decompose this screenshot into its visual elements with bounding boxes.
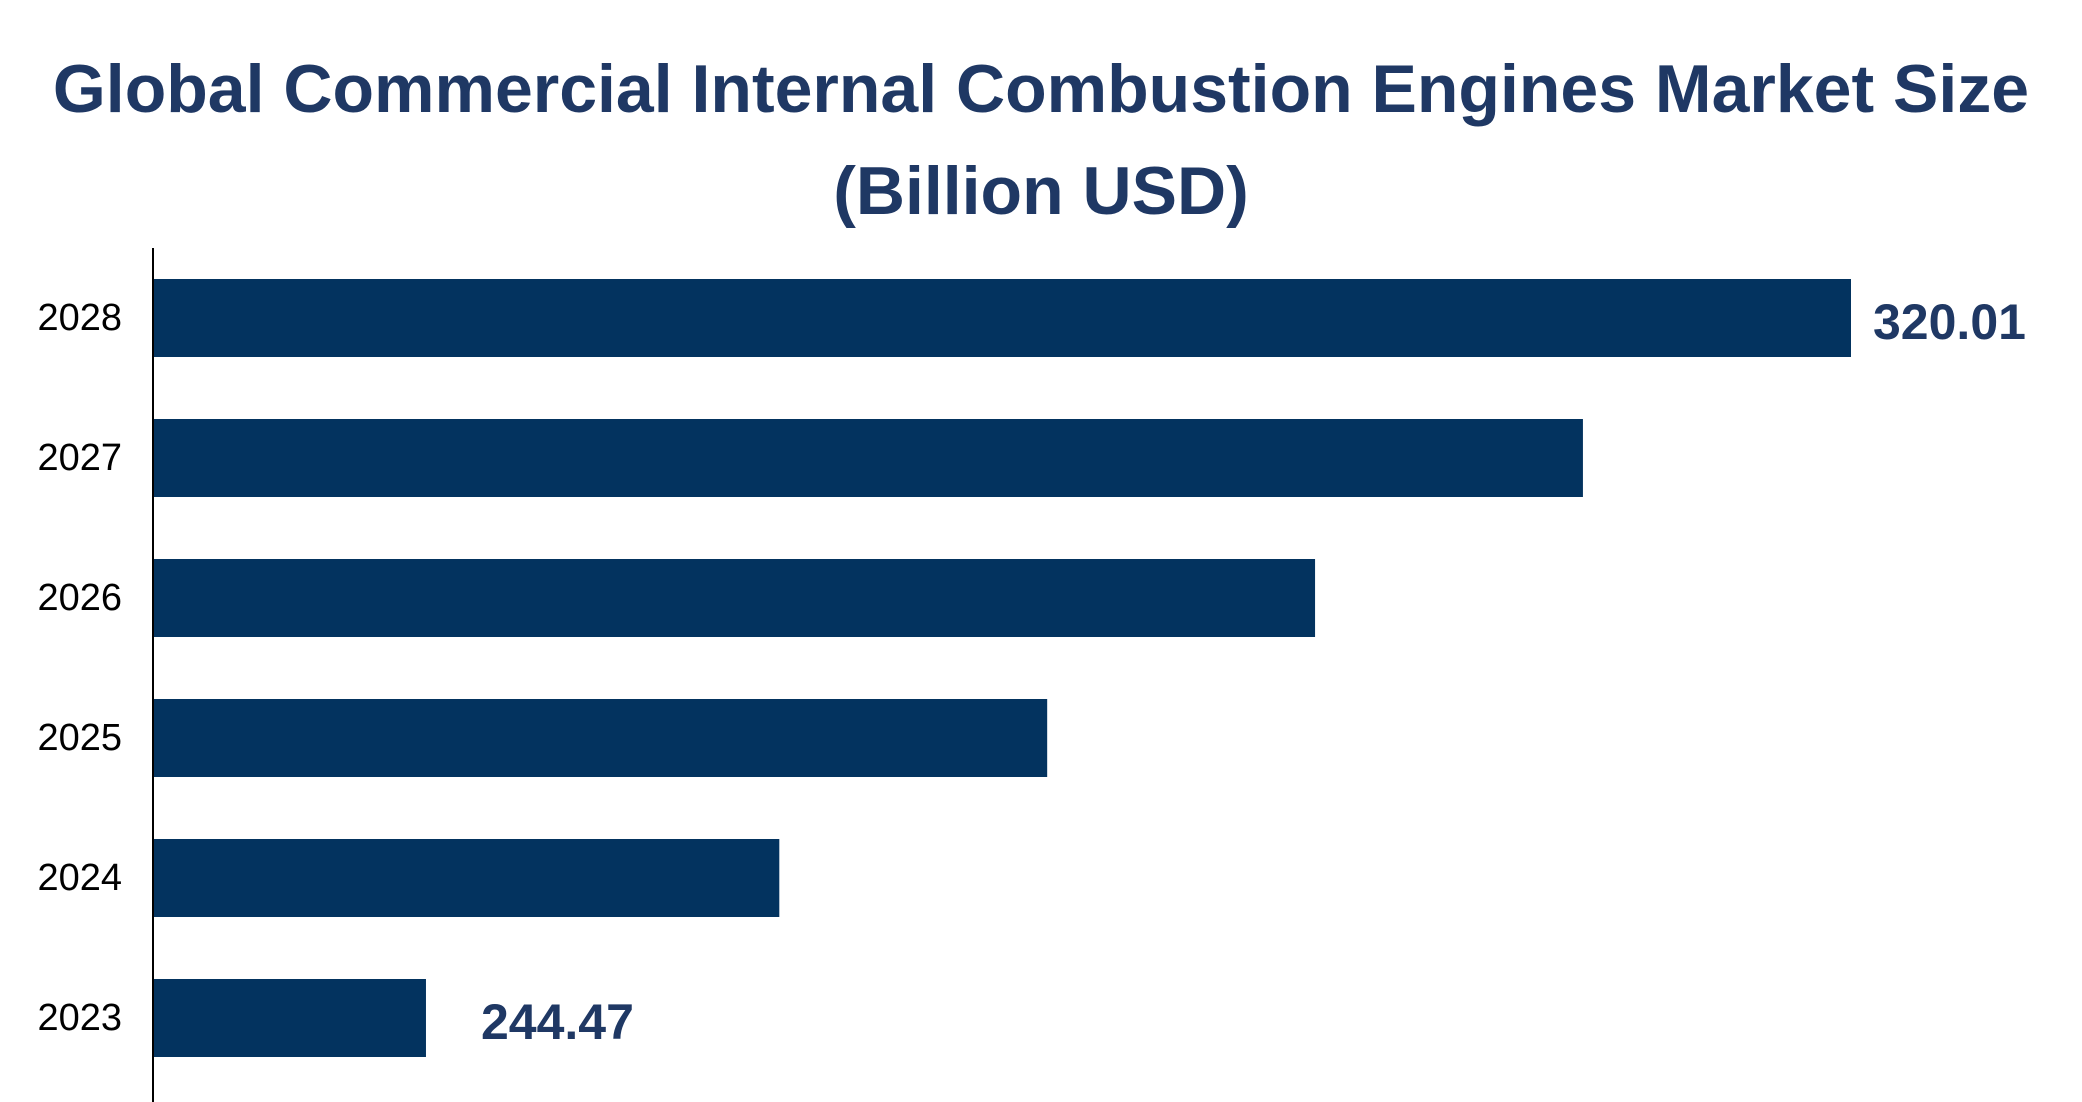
tick-label-2024: 2024 [37,857,122,899]
data-label-2028: 320.01 [1873,294,2026,350]
category-axis-labels: 2028 2027 2026 2025 2024 2023 [37,297,122,1039]
chart-title: Global Commercial Internal Combustion En… [52,51,2030,229]
bar-2024 [153,839,780,917]
data-labels: 320.01 244.47 [481,294,2026,1050]
tick-label-2027: 2027 [37,437,122,479]
tick-label-2023: 2023 [37,997,122,1039]
bar-2026 [153,559,1316,637]
bar-2023 [153,979,426,1057]
bar-2025 [153,699,1048,777]
tick-label-2028: 2028 [37,297,122,339]
data-label-2023: 244.47 [481,994,634,1050]
bar-2027 [153,419,1583,497]
bar-2028 [153,279,1851,357]
tick-label-2026: 2026 [37,577,122,619]
tick-label-2025: 2025 [37,717,122,759]
bars-layer [153,279,1851,1057]
